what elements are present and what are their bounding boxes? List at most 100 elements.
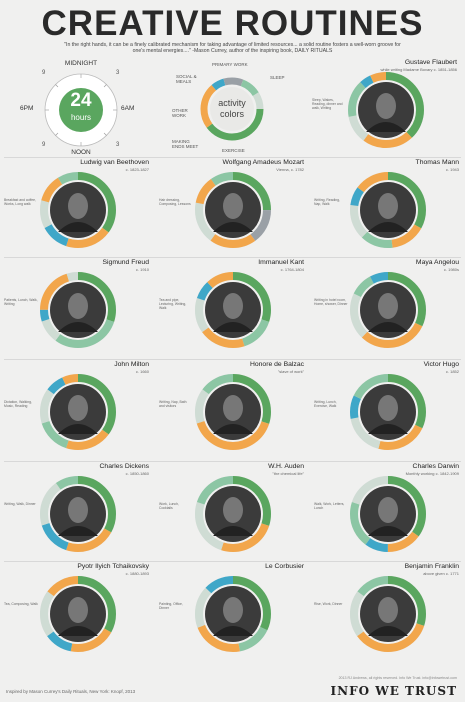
routine-ring <box>350 374 426 450</box>
activity-segment-work <box>40 374 116 450</box>
activity-segment-other <box>195 476 271 552</box>
person-panel: Benjamin Franklin above given c. 1771 Rise… <box>312 562 463 659</box>
activity-notes: Hair dressing, Composing, Lessons <box>159 198 191 206</box>
activity-notes: Painting, Office, Dinner <box>159 602 183 610</box>
portrait-body <box>368 322 408 332</box>
person-dates: c. 1943 <box>445 167 459 172</box>
person-name: Charles Dickens <box>99 463 149 470</box>
person-panel: Pyotr Ilyich Tchaikovsky c. 1880-1893 Tea,… <box>2 562 153 659</box>
person-dates: c. 1823-1827 <box>125 167 149 172</box>
routine-ring <box>40 476 116 552</box>
portrait-body <box>368 424 408 434</box>
portrait-face <box>378 193 398 219</box>
activity-segment-exercise <box>350 374 426 450</box>
activity-notes: Writing, Reading, Nap, Walk <box>314 198 340 206</box>
person-name: John Milton <box>114 361 149 368</box>
row-divider <box>4 257 461 258</box>
activity-notes: Writing in hotel room, Home, shower, Din… <box>314 298 348 306</box>
person-name: Thomas Mann <box>415 159 459 166</box>
portrait-face <box>68 293 88 319</box>
legend-sleep: SLEEP <box>270 75 285 80</box>
row-divider <box>4 461 461 462</box>
portrait-face <box>68 193 88 219</box>
activity-segment-social <box>40 374 116 450</box>
legend-social-meals: SOCIAL & MEALS <box>176 74 197 84</box>
activity-notes: Rise, Work, Dinner <box>314 602 343 606</box>
activity-segment-social <box>40 272 116 348</box>
person-name: Ludwig van Beethoven <box>80 159 149 166</box>
person-panel: Victor Hugo c. 1852 Writing, Lunch, Exerci… <box>312 360 463 457</box>
portrait-body <box>368 222 408 232</box>
activity-segment-social <box>195 476 271 552</box>
routine-ring <box>350 172 426 248</box>
activity-segment-other <box>348 72 424 148</box>
portrait-body <box>58 626 98 636</box>
activity-segment-work <box>195 374 271 450</box>
legend-making-ends-meet: MAKING ENDS MEET <box>172 139 199 149</box>
clock-label-left: 6PM <box>20 105 34 112</box>
portrait-body <box>213 222 253 232</box>
person-dates: c. 1764-1804 <box>280 267 304 272</box>
clock-key: MIDNIGHT 6PM 6AM NOON 9 3 9 3 24 hours <box>6 60 156 160</box>
portrait-face <box>68 497 88 523</box>
activity-segment-social <box>195 172 271 248</box>
routine-ring <box>350 576 426 652</box>
routine-ring <box>40 374 116 450</box>
activity-notes: Sleep, Wakes, Reading, dinner and walk, … <box>312 98 343 110</box>
intro-quote: "In the right hands, it can be a finely … <box>64 42 401 55</box>
footer-brand: INFO WE TRUST <box>330 684 457 698</box>
person-dates: c. 1660 <box>135 369 149 374</box>
legend-exercise: EXERCISE <box>222 148 245 153</box>
legend-other-work: OTHER WORK <box>172 108 188 118</box>
activity-segment-work <box>195 272 271 348</box>
routine-ring <box>40 272 116 348</box>
activity-segment-other <box>195 172 271 248</box>
person-panel: Honore de Balzac "slave of work" Writing, … <box>157 360 308 457</box>
portrait-face <box>378 497 398 523</box>
routine-ring <box>195 576 271 652</box>
portrait-face <box>378 597 398 623</box>
activity-segment-work <box>350 172 426 248</box>
person-panel: Charles Darwin Monthly working c. 1842-19… <box>312 462 463 559</box>
activity-segment-work <box>350 476 426 552</box>
person-panel: Maya Angelou c. 1980s Writing in hotel roo… <box>312 258 463 355</box>
activity-notes: Tea and pipe, Lecturing, Writing, Walk <box>159 298 187 310</box>
portrait-face <box>378 395 398 421</box>
legend-ring <box>200 77 264 141</box>
activity-notes: Tea, Composing, Walk <box>4 602 38 606</box>
activity-segment-other <box>40 476 116 552</box>
person-dates: c. 1852 <box>445 369 459 374</box>
person-name: Pyotr Ilyich Tchaikovsky <box>77 563 149 570</box>
portrait-face <box>68 597 88 623</box>
person-name: Benjamin Franklin <box>404 563 459 570</box>
activity-legend: activity colors PRIMARY WORK SLEEP EXERC… <box>172 62 292 156</box>
person-panel: Sigmund Freud c. 1910 Patients, Lunch, Wal… <box>2 258 153 355</box>
portrait-face <box>223 293 243 319</box>
footer-copyright: 2013 RJ Andrews, all rights reserved. In… <box>338 676 457 680</box>
activity-segment-exercise <box>350 272 426 348</box>
person-panel: Wolfgang Amadeus Mozart Vienna, c. 1782 Ha… <box>157 158 308 255</box>
person-dates: Vienna, c. 1782 <box>276 167 304 172</box>
activity-segment-social <box>350 476 426 552</box>
legend-center-2: colors <box>219 109 244 119</box>
routine-ring <box>348 72 424 148</box>
portrait-body <box>366 122 406 132</box>
person-name: Le Corbusier <box>265 563 304 570</box>
person-dates: c. 1910 <box>135 267 149 272</box>
routine-ring <box>195 272 271 348</box>
routine-ring <box>195 172 271 248</box>
person-name: Maya Angelou <box>415 259 459 266</box>
portrait-face <box>223 395 243 421</box>
routine-ring <box>350 272 426 348</box>
activity-segment-work <box>195 476 271 552</box>
activity-notes: Writing, Walk, Dinner <box>4 502 36 506</box>
person-name: Immanuel Kant <box>258 259 304 266</box>
portrait-face <box>378 293 398 319</box>
activity-segment-work <box>40 172 116 248</box>
activity-segment-work <box>40 576 116 652</box>
person-dates: c. 1980s <box>443 267 459 272</box>
routine-ring <box>40 172 116 248</box>
person-dates: while writing Madame Bovary c. 1851-1856 <box>380 67 457 72</box>
portrait-face <box>68 395 88 421</box>
routine-ring <box>195 476 271 552</box>
